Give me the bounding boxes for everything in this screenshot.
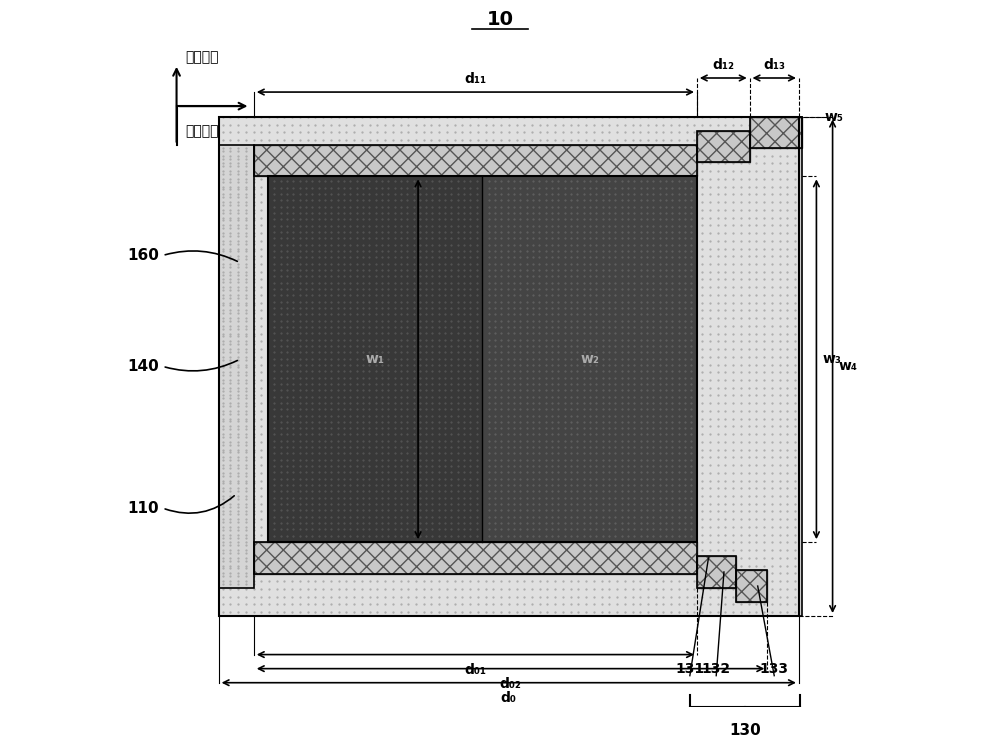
Text: w₃: w₃ (822, 353, 841, 367)
Bar (697, 131, 750, 163)
Bar (254, 542, 697, 573)
Bar (697, 556, 736, 588)
Text: 140: 140 (127, 359, 159, 374)
Text: 10: 10 (486, 10, 514, 29)
Bar (219, 145, 254, 588)
Text: d₁₁: d₁₁ (464, 72, 486, 86)
Text: 第二方向: 第二方向 (185, 50, 218, 64)
Bar (482, 177, 697, 542)
Text: 131: 131 (675, 661, 704, 675)
Bar (219, 117, 799, 616)
Text: w₄: w₄ (838, 359, 857, 373)
Bar (736, 571, 767, 602)
Text: 132: 132 (702, 661, 731, 675)
Text: 第一方向: 第一方向 (185, 123, 218, 137)
Text: 130: 130 (729, 723, 761, 738)
Bar (268, 177, 482, 542)
Bar (219, 117, 799, 616)
Bar (254, 145, 697, 177)
Text: d₀₁: d₀₁ (464, 663, 486, 677)
Bar (697, 556, 736, 588)
Text: 110: 110 (127, 500, 159, 516)
Text: 133: 133 (760, 661, 789, 675)
Bar (736, 571, 767, 602)
Text: w₁: w₁ (366, 353, 385, 367)
Text: d₀₂: d₀₂ (500, 677, 521, 691)
Bar (254, 542, 697, 573)
Text: 160: 160 (127, 248, 159, 263)
Text: d₁₂: d₁₂ (712, 58, 734, 72)
Text: d₁₃: d₁₃ (763, 58, 785, 72)
Text: w₂: w₂ (580, 353, 599, 367)
Bar (268, 177, 697, 542)
Text: w₅: w₅ (825, 109, 844, 123)
Text: d₀: d₀ (501, 691, 517, 705)
Bar (219, 145, 254, 588)
Bar (799, 117, 802, 616)
Bar (697, 131, 750, 163)
Bar (254, 145, 697, 177)
Bar (750, 117, 802, 149)
Bar (799, 117, 802, 616)
Bar (750, 117, 802, 149)
